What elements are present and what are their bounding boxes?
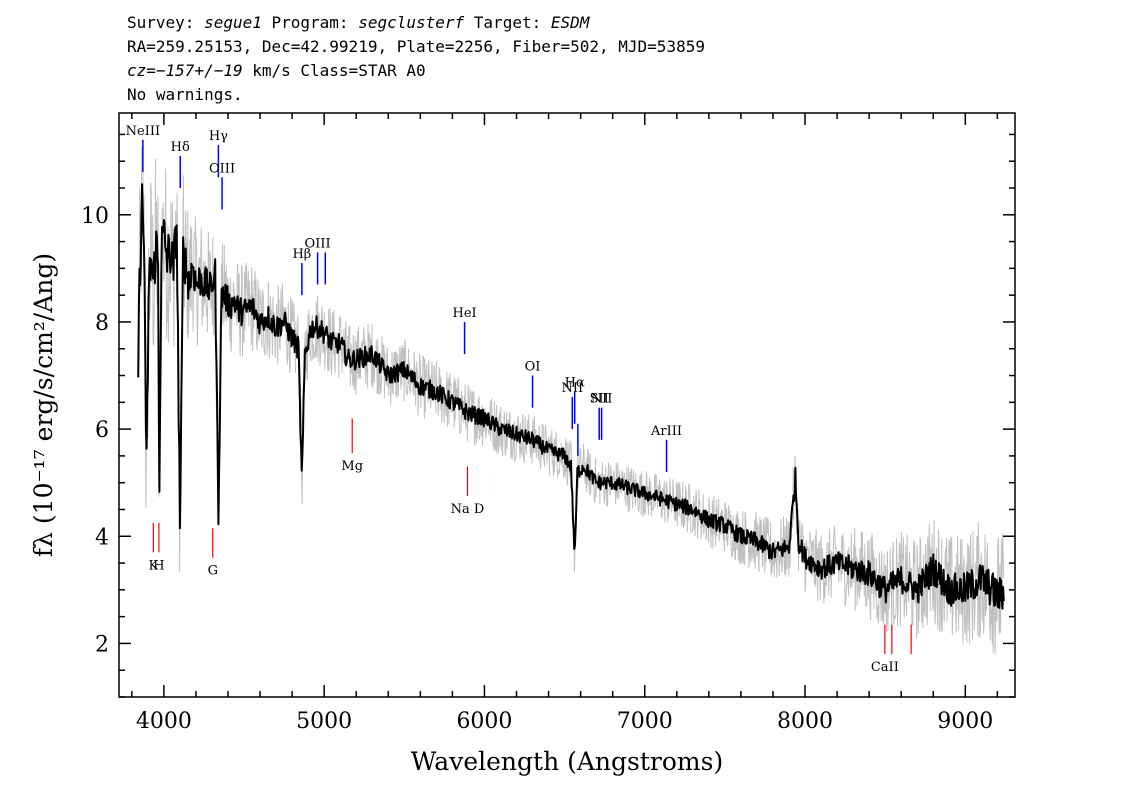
error-band-layer <box>137 146 1005 655</box>
flux-line-layer <box>137 183 1005 610</box>
program-label: Program: <box>261 13 359 32</box>
x-tick-label: 9000 <box>937 709 993 734</box>
spectral-line-markers: NeIIIHδHγOIIIHβOIIIHeIOINIIHαSIINIIArIII… <box>126 124 912 675</box>
emission-line-label: OIII <box>209 161 235 176</box>
absorption-line-label: Mg <box>341 459 363 474</box>
x-tick-label: 6000 <box>456 709 512 734</box>
target-value: ESDM <box>550 13 590 32</box>
y-tick-label: 8 <box>95 311 109 336</box>
emission-line-label: Hδ <box>171 140 190 155</box>
y-tick-label: 4 <box>95 525 109 550</box>
x-axis-label: Wavelength (Angstroms) <box>411 747 723 776</box>
emission-line-label: NeIII <box>126 124 160 139</box>
absorption-line-label: H <box>153 558 164 573</box>
header-line-survey: Survey: segue1 Program: segclusterf Targ… <box>127 11 705 35</box>
header-line-redshift: cz=−157+/−19 km/s Class=STAR A0 <box>127 59 705 83</box>
y-tick-label: 2 <box>95 632 109 657</box>
class-value: km/s Class=STAR A0 <box>242 61 426 80</box>
emission-line-label: Hα <box>565 376 585 391</box>
redshift-value: cz=−157+/−19 <box>127 61 243 80</box>
y-tick-label: 6 <box>95 418 109 443</box>
x-tick-label: 5000 <box>296 709 352 734</box>
emission-line-label: Hβ <box>292 247 311 262</box>
error-spectrum-series <box>137 146 1005 655</box>
emission-line-label: SII <box>590 392 609 407</box>
x-tick-label: 8000 <box>777 709 833 734</box>
header-line-coords: RA=259.25153, Dec=42.99219, Plate=2256, … <box>127 37 705 56</box>
emission-line-label: HeI <box>452 306 476 321</box>
spectrum-header: Survey: segue1 Program: segclusterf Targ… <box>127 11 705 107</box>
axes-layer: 4000 5000 6000 7000 8000 9000 2 4 6 8 10 <box>81 113 1015 734</box>
emission-line-label: OIII <box>305 236 331 251</box>
survey-value: segue1 <box>204 13 262 32</box>
survey-label: Survey: <box>127 13 205 32</box>
header-line-warnings: No warnings. <box>127 85 243 104</box>
x-tick-label: 7000 <box>617 709 673 734</box>
emission-line-label: OI <box>525 360 541 375</box>
y-tick-label: 10 <box>81 204 109 229</box>
absorption-line-label: G <box>208 564 218 579</box>
target-label: Target: <box>464 13 551 32</box>
absorption-line-label: CaII <box>871 660 899 675</box>
emission-line-label: NII <box>561 381 583 396</box>
emission-line-label: ArIII <box>650 424 682 439</box>
program-value: segclusterf <box>358 13 465 32</box>
y-axis-label: fλ (10⁻¹⁷ erg/s/cm²/Ang) <box>29 253 58 557</box>
x-tick-label: 4000 <box>136 709 192 734</box>
flux-spectrum-series <box>137 183 1005 610</box>
plot-frame <box>118 112 1016 698</box>
absorption-line-label: K <box>148 558 158 573</box>
emission-line-label: Hγ <box>209 129 228 144</box>
absorption-line-label: Na D <box>451 502 485 517</box>
emission-line-label: NII <box>591 392 613 407</box>
